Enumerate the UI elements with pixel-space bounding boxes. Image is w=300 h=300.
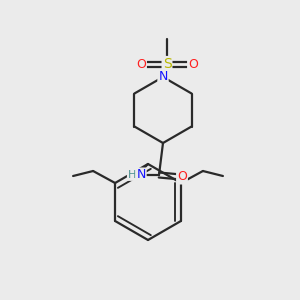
Text: N: N [136, 169, 146, 182]
Text: O: O [136, 58, 146, 70]
Text: N: N [158, 70, 168, 83]
Text: O: O [188, 58, 198, 70]
Text: H: H [128, 170, 136, 180]
Text: O: O [177, 170, 187, 184]
Text: S: S [163, 57, 171, 71]
